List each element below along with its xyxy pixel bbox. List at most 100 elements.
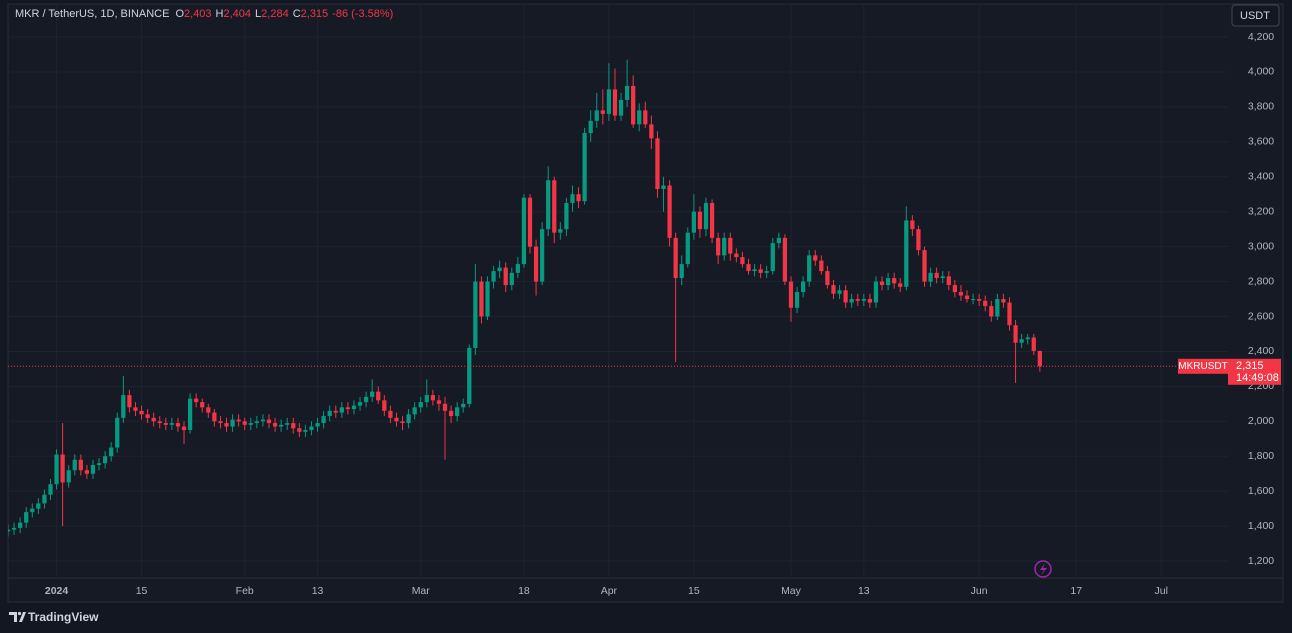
candle-body — [279, 424, 284, 427]
header-ohlc-value: 2,403 — [184, 8, 212, 20]
y-tick-label: 2,600 — [1248, 310, 1274, 322]
candle-body — [624, 85, 630, 100]
grid — [8, 4, 1228, 578]
candle-body — [667, 185, 672, 238]
lightning-icon[interactable] — [1034, 560, 1052, 578]
candle-body — [588, 120, 593, 134]
symbol-tag: MKRUSDT — [1178, 361, 1227, 372]
y-tick-label: 2,400 — [1248, 345, 1274, 357]
candle-body — [716, 237, 721, 256]
footer-brand: TradingView — [28, 610, 99, 624]
candle-body — [746, 264, 751, 272]
header-ohlc-key: O — [175, 8, 184, 20]
candle-body — [370, 391, 375, 397]
candle-body — [127, 395, 132, 408]
candle-body — [879, 281, 885, 286]
candle-body — [1019, 339, 1024, 343]
candle-body — [60, 454, 65, 483]
candle-body — [898, 283, 903, 287]
candle-body — [212, 412, 217, 422]
candle-body — [121, 395, 126, 418]
y-tick-label: 3,000 — [1248, 240, 1274, 252]
candle-body — [540, 229, 545, 282]
candle-body — [315, 423, 320, 427]
candle-body — [424, 395, 429, 403]
candle-body — [1031, 337, 1036, 351]
header-symbol: MKR / TetherUS, 1D, BINANCE — [15, 8, 169, 20]
candle-body — [169, 423, 175, 425]
price-tag-value: 2,315 — [1236, 360, 1264, 372]
candle-body — [109, 447, 114, 457]
candle-body — [661, 185, 666, 189]
candle-body — [649, 124, 654, 139]
candle-body — [533, 246, 539, 282]
candle-body — [606, 89, 612, 114]
candle-body — [691, 211, 696, 233]
candle-body — [206, 407, 211, 413]
candle-body — [831, 285, 836, 294]
y-tick-label: 2,800 — [1248, 275, 1274, 287]
y-tick-label: 3,600 — [1248, 136, 1274, 148]
candle-body — [873, 281, 879, 303]
candle-body — [461, 403, 466, 408]
candle-body — [983, 300, 988, 307]
candle-body — [285, 423, 290, 425]
candle-body — [904, 220, 909, 287]
candle-body — [673, 237, 678, 279]
candle-body — [254, 421, 259, 424]
x-tick-label: 18 — [518, 585, 530, 597]
candle-body — [266, 419, 272, 424]
candle-body — [631, 85, 636, 125]
candle-body — [96, 463, 102, 465]
price-tag-countdown: 14:49:08 — [1236, 372, 1279, 384]
candle-body — [546, 180, 551, 230]
candle-body — [48, 484, 53, 495]
candle-body — [218, 421, 223, 424]
candle-body — [382, 400, 387, 411]
candle-body — [764, 271, 769, 273]
y-tick-label: 4,000 — [1248, 66, 1274, 78]
candle-body — [637, 110, 642, 125]
candle-body — [813, 255, 818, 261]
y-tick-label: 4,200 — [1248, 31, 1274, 43]
candle-body — [1037, 350, 1042, 367]
currency-label[interactable]: USDT — [1240, 10, 1270, 22]
candle-body — [327, 410, 332, 417]
x-tick-label: Mar — [412, 585, 431, 597]
candle-body — [1001, 299, 1006, 303]
candle-body — [497, 267, 502, 272]
candle-body — [30, 508, 35, 513]
candle-body — [145, 414, 150, 418]
x-tick-label: 15 — [136, 585, 148, 597]
candle-body — [394, 417, 399, 422]
candle-body — [977, 299, 982, 301]
x-tick-label: Jul — [1155, 585, 1168, 597]
candle-body — [946, 276, 951, 286]
candle-body — [242, 421, 247, 425]
candle-body — [200, 402, 205, 408]
candle-body — [230, 419, 235, 427]
candle-body — [406, 414, 411, 424]
candle-body — [418, 402, 423, 408]
candle-body — [430, 395, 435, 401]
candle-body — [643, 110, 648, 125]
header-ohlc-value: 2,315 — [301, 8, 329, 20]
currency-button[interactable] — [1231, 4, 1280, 27]
candle-body — [236, 419, 241, 422]
candle-body — [442, 403, 448, 411]
y-tick-label: 3,800 — [1248, 101, 1274, 113]
candle-body — [770, 243, 775, 272]
candle-body — [90, 464, 96, 474]
x-tick-label: 2024 — [45, 585, 69, 597]
candle-body — [151, 417, 156, 422]
candle-body — [867, 299, 873, 303]
candle-body — [958, 292, 964, 296]
y-tick-label: 3,200 — [1248, 205, 1274, 217]
candle-body — [503, 267, 508, 286]
candle-body — [467, 347, 472, 404]
x-tick-label: Apr — [601, 585, 618, 597]
candle-body — [819, 260, 824, 272]
candle-body — [84, 470, 90, 474]
candle-body — [357, 402, 363, 406]
x-tick-label: May — [781, 585, 802, 597]
